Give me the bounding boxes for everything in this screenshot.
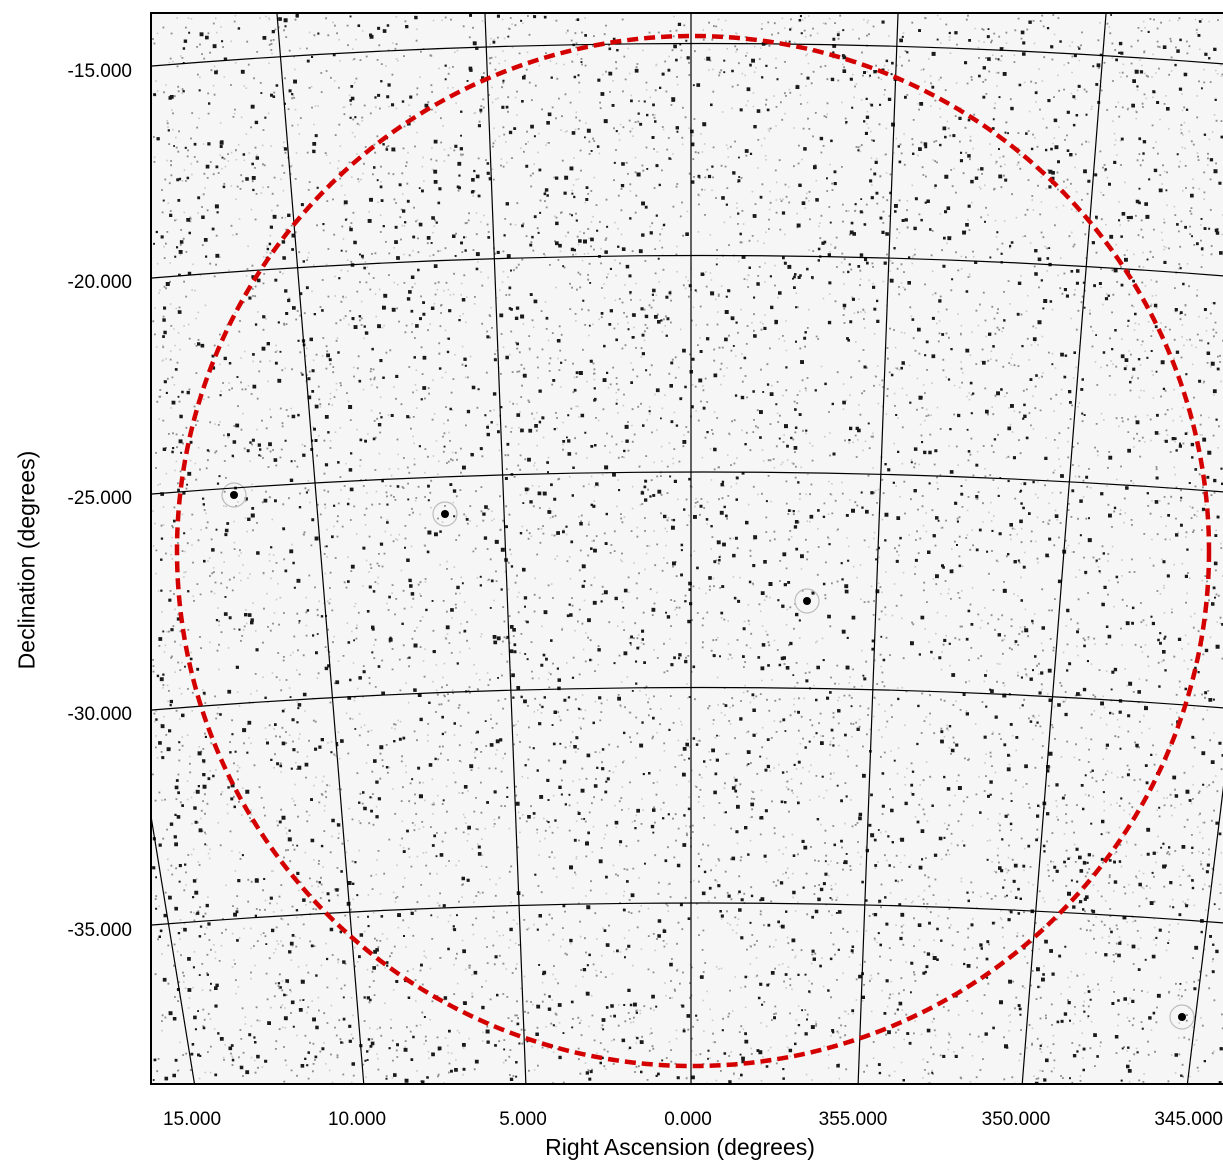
- field-of-view-circle: [174, 33, 1212, 1069]
- ra-tick-label: 5.000: [499, 1109, 547, 1130]
- coordinate-grid: [152, 14, 1223, 1083]
- dec-grid-line: [152, 254, 1223, 279]
- background-noise: [152, 14, 1223, 1083]
- ra-tick-label: 350.000: [981, 1109, 1051, 1130]
- dec-grid-line: [152, 686, 1223, 711]
- ra-grid-line: [857, 14, 899, 1083]
- ra-tick-label: 15.000: [162, 1109, 222, 1130]
- y-axis-title: Declination (degrees): [13, 450, 40, 670]
- ra-grid-line: [152, 818, 195, 1083]
- dec-tick-label: -35.000: [67, 920, 132, 941]
- ra-tick-label: 10.000: [327, 1109, 387, 1130]
- radio-sources: [152, 14, 1223, 1083]
- sky-image-panel: [150, 12, 1223, 1085]
- dec-tick-label: -15.000: [67, 61, 132, 82]
- x-axis-title: Right Ascension (degrees): [545, 1134, 815, 1160]
- dec-tick-label: -30.000: [67, 704, 132, 725]
- ra-grid-line: [484, 14, 527, 1083]
- ra-tick-label: 0.000: [664, 1109, 712, 1130]
- dec-tick-label: -20.000: [67, 272, 132, 293]
- sky-image: [152, 14, 1223, 1083]
- ra-grid-line: [276, 14, 365, 1083]
- ra-grid-line: [1186, 785, 1223, 1083]
- dec-grid-line: [152, 471, 1223, 495]
- ra-grid-line: [1021, 14, 1107, 1083]
- dec-grid-line: [152, 42, 1223, 67]
- dec-grid-line: [152, 902, 1223, 926]
- dec-tick-label: -25.000: [67, 488, 132, 509]
- ra-tick-label: 355.000: [818, 1109, 888, 1130]
- ra-tick-label: 345.000: [1154, 1109, 1223, 1130]
